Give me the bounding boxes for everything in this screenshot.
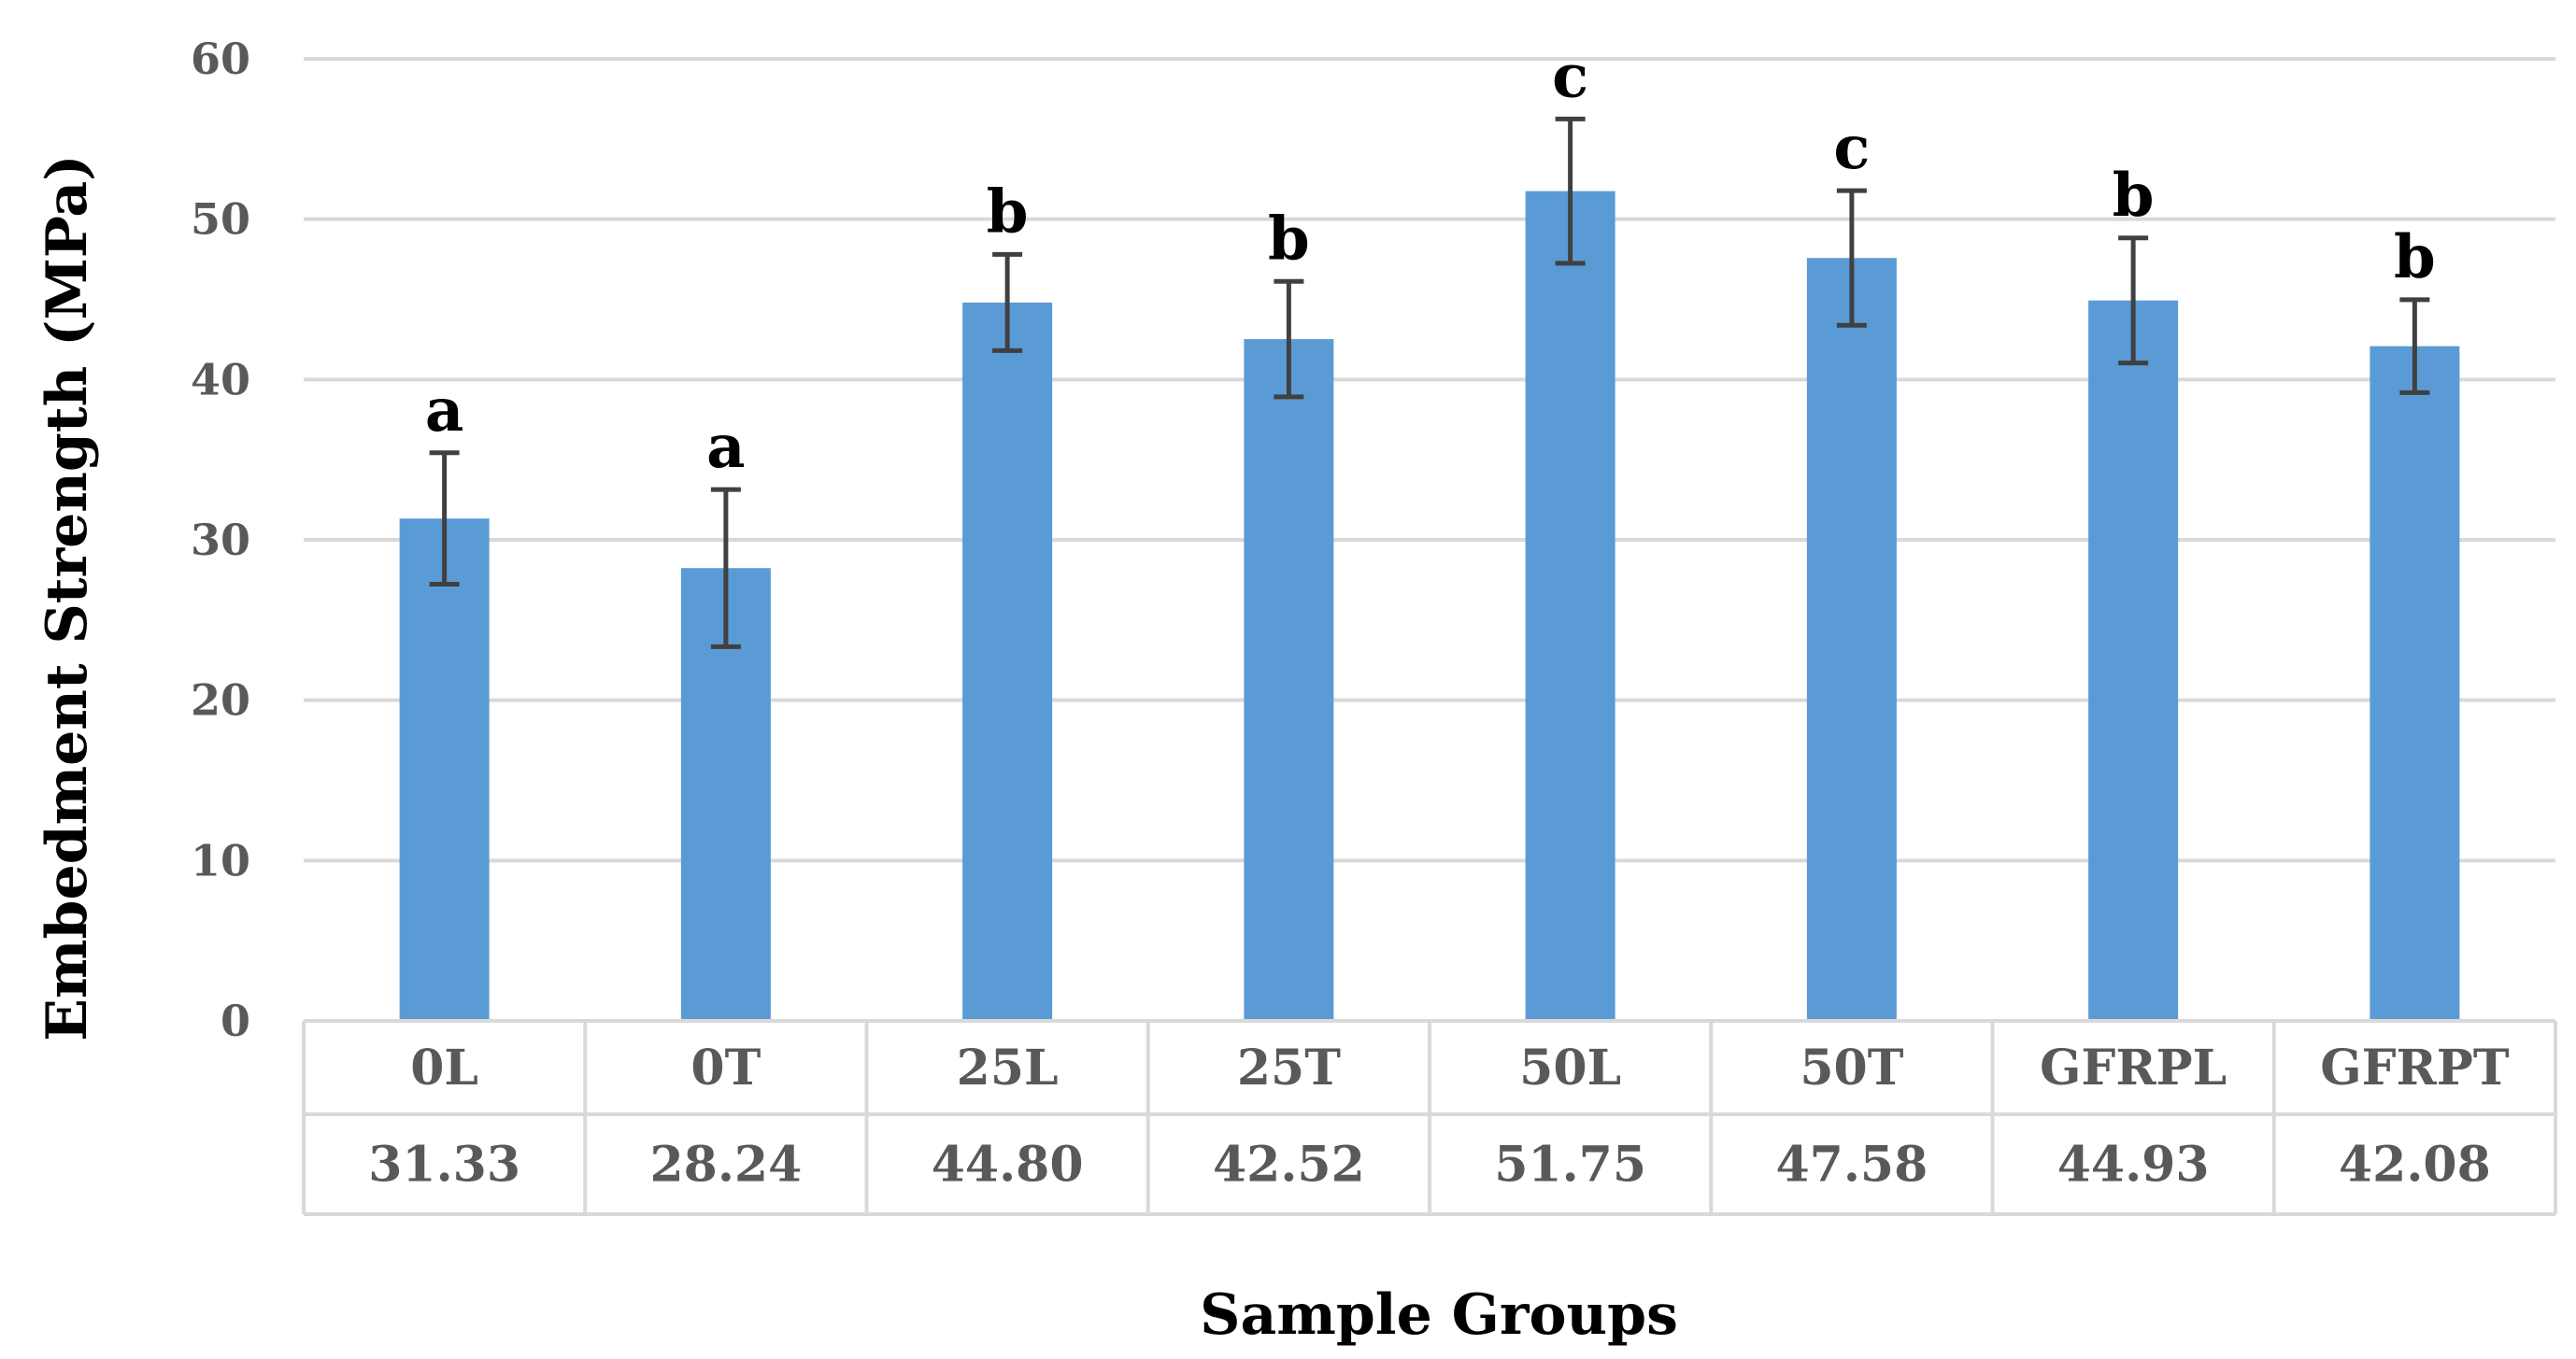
value-label: 42.52	[1213, 1137, 1365, 1194]
value-label: 28.24	[649, 1137, 802, 1194]
bar-50t	[1806, 258, 1897, 1022]
y-tick-label: 50	[191, 194, 250, 245]
y-tick-label: 20	[191, 675, 250, 726]
category-label: GFRPT	[2320, 1040, 2510, 1097]
value-label: 42.08	[2339, 1137, 2491, 1194]
error-bar-25t	[1274, 278, 1304, 400]
category-label: 25L	[957, 1040, 1059, 1097]
significance-letters: a a b b c c b b	[425, 41, 2436, 482]
y-tick-label: 60	[191, 34, 250, 84]
significance-letter: b	[2394, 222, 2436, 292]
significance-letter: b	[987, 177, 1029, 247]
value-label: 44.93	[2057, 1137, 2210, 1194]
error-bar-gfrpl	[2118, 235, 2149, 366]
y-tick-label: 40	[191, 354, 250, 404]
bar-25l	[962, 302, 1053, 1021]
y-tick-label: 0	[221, 996, 250, 1046]
significance-letter: a	[706, 412, 745, 482]
y-tick-label: 10	[191, 835, 250, 885]
x-axis-title: Sample Groups	[1200, 1282, 1678, 1348]
significance-letter: b	[1268, 204, 1310, 274]
error-bars	[429, 116, 2430, 649]
error-bar-50l	[1555, 116, 1586, 266]
y-tick-label: 30	[191, 515, 250, 565]
category-label: 25T	[1237, 1040, 1341, 1097]
category-label: 50L	[1519, 1040, 1621, 1097]
error-bar-0l	[429, 450, 460, 587]
significance-letter: c	[1833, 113, 1870, 183]
significance-letter: b	[2113, 161, 2155, 231]
category-label: 50T	[1800, 1040, 1903, 1097]
value-label: 51.75	[1494, 1137, 1646, 1194]
value-label: 47.58	[1775, 1137, 1928, 1194]
error-bar-50t	[1836, 188, 1867, 328]
value-label: 44.80	[932, 1137, 1084, 1194]
bars	[399, 191, 2460, 1022]
bar-50l	[1525, 191, 1615, 1021]
significance-letter: a	[425, 375, 463, 446]
significance-letter: c	[1552, 41, 1588, 111]
gridlines	[304, 57, 2555, 863]
category-label: 0L	[410, 1040, 478, 1097]
bar-25t	[1244, 339, 1334, 1021]
category-label: 0T	[690, 1040, 761, 1097]
data-table: 0L 31.33 0T 28.24 25L 44.80 25T 42.52 50L 51.75 50…	[302, 1019, 2557, 1216]
error-bar-gfrpt	[2399, 297, 2430, 395]
value-label: 31.33	[368, 1137, 520, 1194]
y-axis-ticks: 0 10 20 30 40 50 60	[191, 34, 250, 1046]
y-axis-title: Embedment Strength (MPa)	[35, 154, 100, 1040]
category-label: GFRPL	[2040, 1040, 2227, 1097]
bar-gfrpt	[2370, 346, 2460, 1021]
bar-0l	[399, 518, 490, 1021]
bar-gfrpl	[2088, 300, 2179, 1021]
error-bar-25l	[992, 251, 1023, 353]
error-bar-0t	[710, 487, 741, 649]
